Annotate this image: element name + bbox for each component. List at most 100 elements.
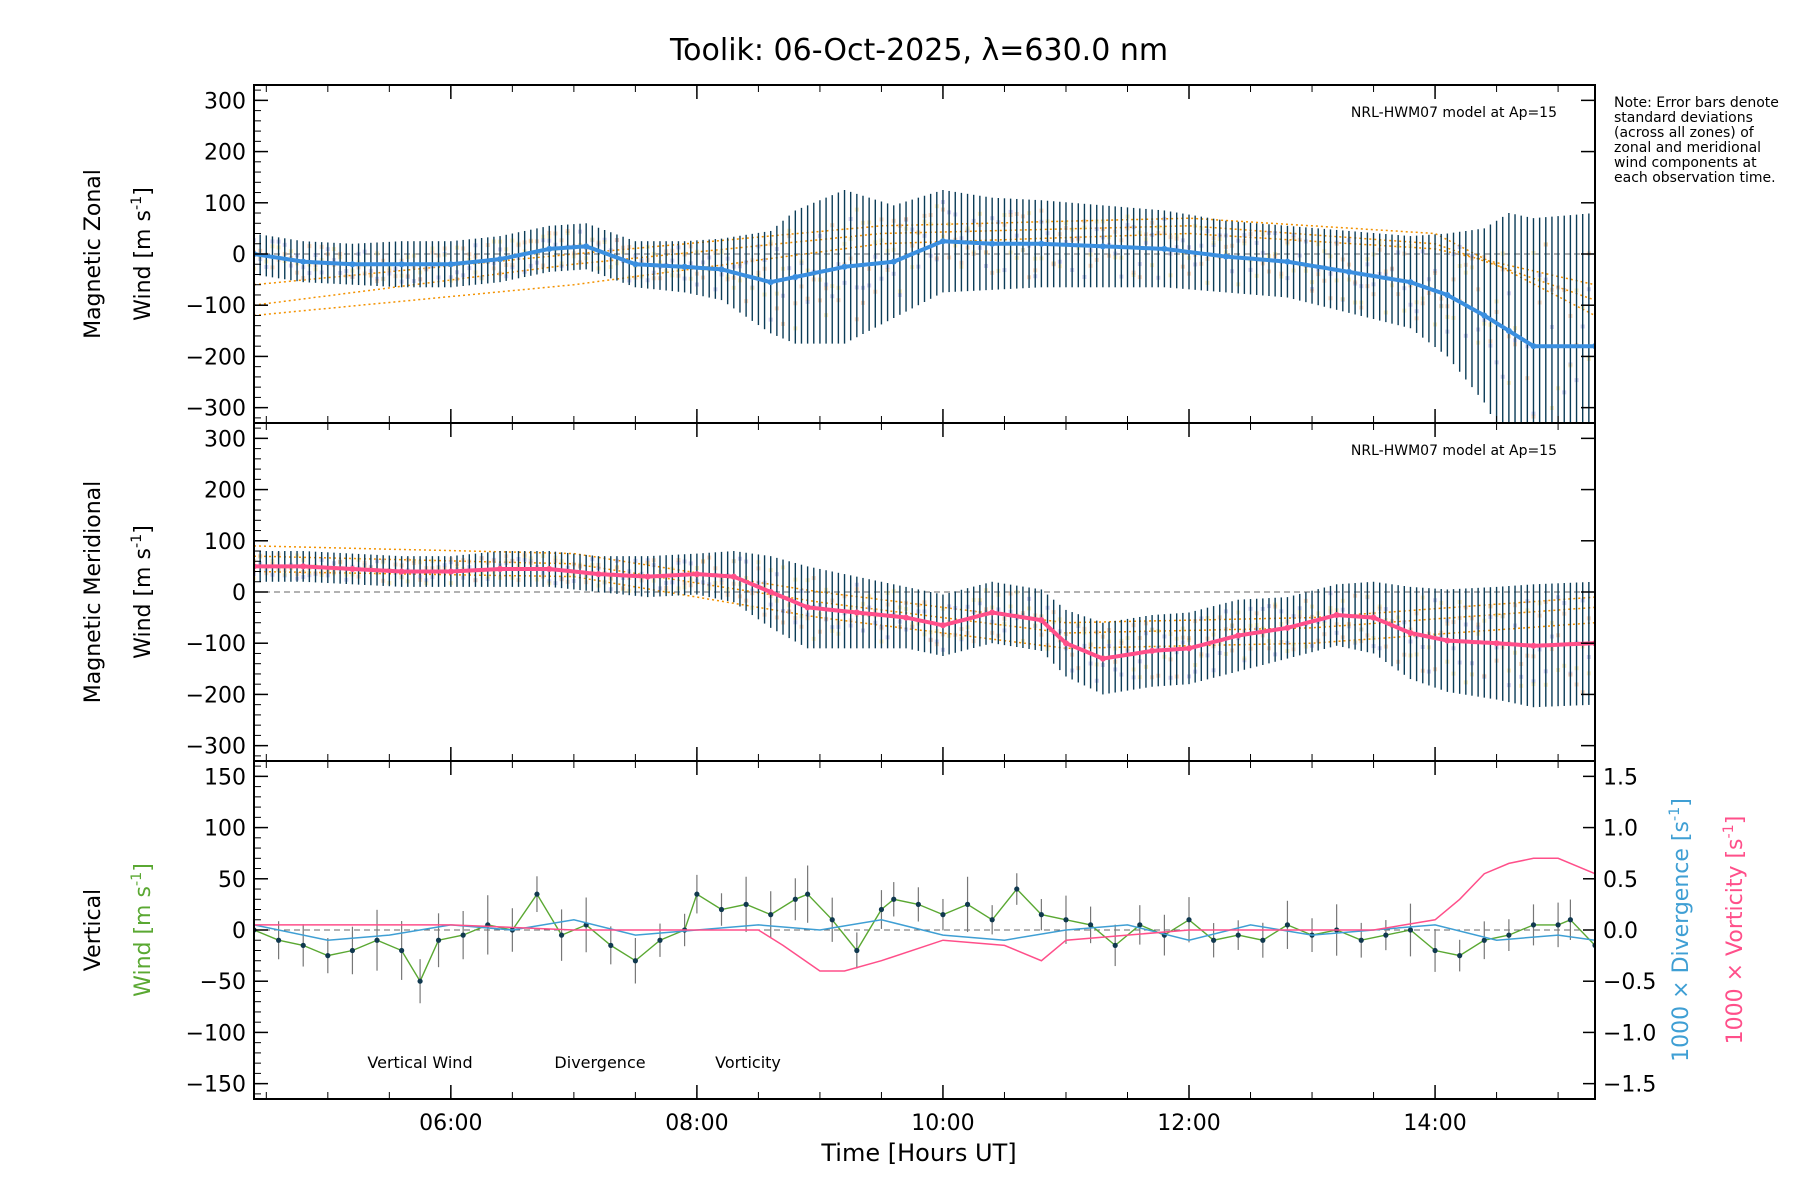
right-y-tick-label: 0.5 <box>1603 868 1638 893</box>
meridional-wind-point <box>1062 640 1069 647</box>
meridional-wind-point <box>939 622 946 629</box>
zonal-wind-point <box>1407 279 1414 286</box>
vertical-wind-point <box>854 947 860 954</box>
vertical-y-tick-label: 150 <box>204 765 246 790</box>
x-tick-label: 12:00 <box>1157 1111 1220 1136</box>
meridional-wind-point <box>644 573 651 580</box>
x-tick-label: 06:00 <box>419 1111 482 1136</box>
zonal-wind-point <box>989 240 996 247</box>
zonal-model-label: NRL-HWM07 model at Ap=15 <box>1351 105 1557 121</box>
vertical-wind-point <box>1235 932 1241 938</box>
vertical-wind-point <box>964 901 971 907</box>
panel-meridional: NRL-HWM07 model at Ap=15 300 200 100 0 −100 −2… <box>81 422 1596 762</box>
zonal-wind-point <box>583 243 590 250</box>
zonal-zone-sample <box>1519 428 1523 432</box>
meridional-wind-point <box>1407 629 1414 636</box>
vertical-y-tick-label: 0 <box>232 919 246 944</box>
zonal-wind-point <box>890 258 897 265</box>
vertical-wind-point <box>632 958 638 964</box>
vertical-wind-point <box>989 917 995 923</box>
zonal-y-tick-label: −100 <box>186 294 246 319</box>
zonal-wind-point <box>841 263 848 270</box>
meridional-y-tick-label: 100 <box>204 530 246 555</box>
vertical-wind-point <box>1432 947 1438 954</box>
vertical-wind-point <box>276 937 282 943</box>
vertical-wind-point <box>718 906 725 913</box>
vertical-wind-point <box>1186 917 1192 923</box>
vertical-wind-point <box>915 901 921 907</box>
zonal-wind-point <box>767 279 774 286</box>
vertical-wind-point <box>435 937 442 943</box>
vertical-wind-point <box>417 978 423 984</box>
zonal-y-tick-label: 300 <box>204 89 246 114</box>
zonal-wind-point <box>681 263 688 270</box>
vertical-wind-point <box>1506 932 1512 938</box>
right-y-tick-label: −0.5 <box>1603 970 1656 995</box>
legend-vorticity: Vorticity <box>715 1053 781 1072</box>
x-tick-label: 14:00 <box>1403 1111 1466 1136</box>
zonal-wind-point <box>300 258 307 265</box>
zonal-plot-area <box>254 189 1595 432</box>
vertical-wind-point <box>608 942 614 948</box>
vertical-wind-point <box>1063 917 1069 923</box>
legend-divergence: Divergence <box>554 1053 645 1072</box>
vertical-wind-point <box>1087 922 1094 928</box>
right-y-tick-label: −1.5 <box>1603 1073 1656 1098</box>
vertical-wind-point <box>1358 937 1364 943</box>
zonal-model-curve <box>254 217 1595 317</box>
vertical-wind-point <box>1407 927 1414 933</box>
vertical-wind-point <box>657 937 663 943</box>
zonal-wind-point <box>1345 268 1352 275</box>
zonal-y-tick-label: 200 <box>204 141 246 166</box>
vertical-wind-point <box>460 932 466 938</box>
meridional-y-tick-label: −200 <box>186 683 246 708</box>
meridional-y-tick-label: 0 <box>232 581 246 606</box>
vertical-y-label-line2: Wind [m s-1] <box>129 863 156 997</box>
vertical-wind-point <box>325 953 331 959</box>
right-axis-label-vorticity: 1000 × Vorticity [s-1] <box>1721 816 1748 1045</box>
zonal-wind-point <box>1481 312 1488 319</box>
vertical-wind-point <box>374 937 380 943</box>
vertical-y-label-line1: Vertical <box>81 889 106 971</box>
zonal-wind-point <box>398 261 405 268</box>
vertical-wind-point <box>768 912 774 918</box>
vertical-wind-point <box>1383 932 1389 938</box>
zonal-wind-point <box>939 238 946 245</box>
x-tick-label: 10:00 <box>911 1111 974 1136</box>
zonal-y-label-line2: Wind [m s-1] <box>129 187 156 321</box>
vertical-wind-point <box>829 917 835 923</box>
meridional-wind-point <box>1370 614 1377 621</box>
vertical-wind-point <box>1284 922 1291 928</box>
meridional-wind-point <box>1333 612 1340 619</box>
vertical-y-tick-label: −100 <box>186 1021 246 1046</box>
zonal-wind-point <box>792 274 799 281</box>
vertical-wind-point <box>792 896 798 902</box>
meridional-wind-point <box>1235 632 1242 639</box>
meridional-y-label-line1: Magnetic Meridional <box>81 481 106 703</box>
vertical-wind-point <box>940 912 946 918</box>
zonal-wind-point <box>718 266 725 273</box>
meridional-wind-point <box>1099 655 1106 662</box>
meridional-y-label-line2: Wind [m s-1] <box>129 525 156 659</box>
vertical-wind-point <box>534 891 540 897</box>
vertical-wind-point <box>1457 953 1463 959</box>
meridional-wind-line <box>254 564 1593 661</box>
meridional-wind-point <box>497 565 504 572</box>
zonal-wind-point <box>349 261 356 268</box>
zonal-wind-point <box>632 261 639 268</box>
panel-zonal: NRL-HWM07 model at Ap=15 300 200 100 0 −100 −2… <box>81 84 1596 432</box>
vertical-wind-point <box>891 896 897 902</box>
vertical-wind-point <box>1260 937 1266 943</box>
vertical-plot-area <box>254 857 1595 1004</box>
meridional-y-tick-label: −100 <box>186 632 246 657</box>
meridional-wind-point <box>595 571 602 578</box>
meridional-wind-point <box>730 573 737 580</box>
meridional-wind-point <box>989 609 996 616</box>
vertical-wind-point <box>1112 942 1118 948</box>
meridional-y-tick-label: 300 <box>204 427 246 452</box>
zonal-wind-point <box>447 261 454 268</box>
meridional-wind-point <box>300 563 307 570</box>
meridional-wind-point <box>398 568 405 575</box>
vertical-wind-point <box>1038 912 1044 918</box>
